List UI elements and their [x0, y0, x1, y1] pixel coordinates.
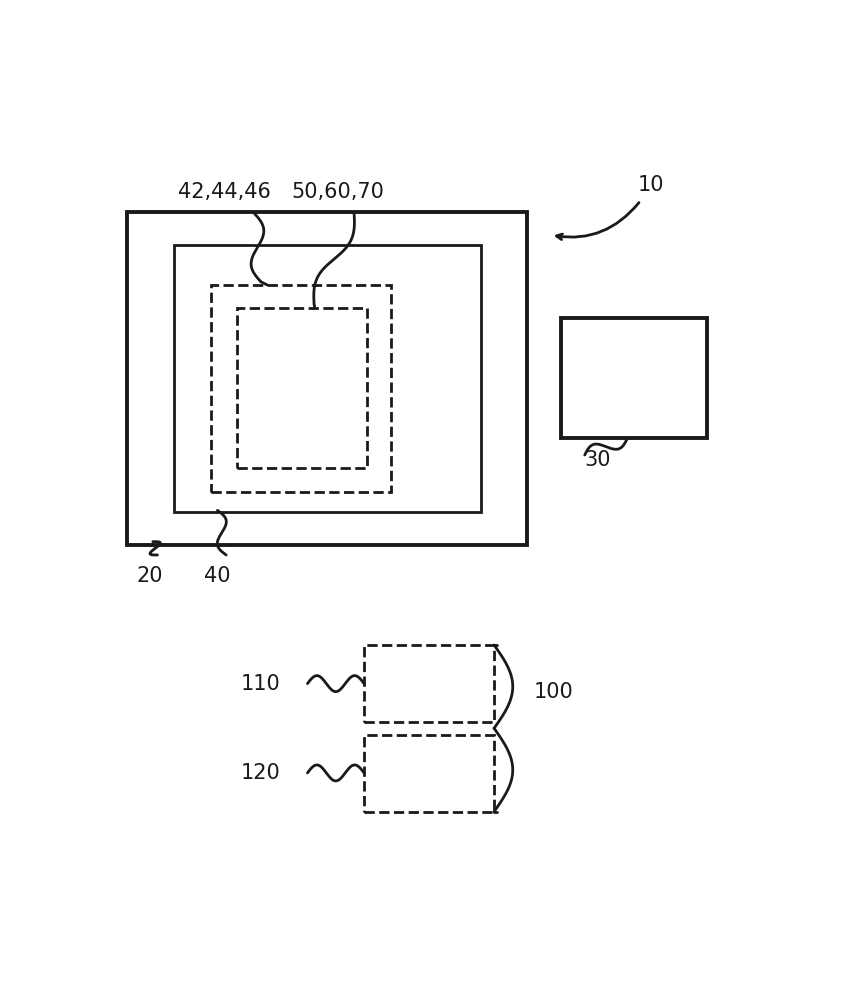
Text: 120: 120: [241, 763, 280, 783]
Bar: [364, 645, 494, 722]
Text: 30: 30: [584, 450, 611, 470]
Text: 42,44,46: 42,44,46: [178, 182, 271, 202]
Bar: [561, 318, 707, 438]
Text: 40: 40: [204, 566, 230, 586]
Text: 50,60,70: 50,60,70: [291, 182, 384, 202]
Bar: [237, 308, 367, 468]
Text: 10: 10: [637, 175, 664, 195]
Bar: [174, 245, 481, 512]
Text: 100: 100: [534, 682, 574, 702]
Bar: [364, 735, 494, 812]
Bar: [127, 212, 527, 545]
Text: 20: 20: [136, 566, 163, 586]
Bar: [211, 285, 390, 492]
Text: 110: 110: [241, 674, 280, 694]
